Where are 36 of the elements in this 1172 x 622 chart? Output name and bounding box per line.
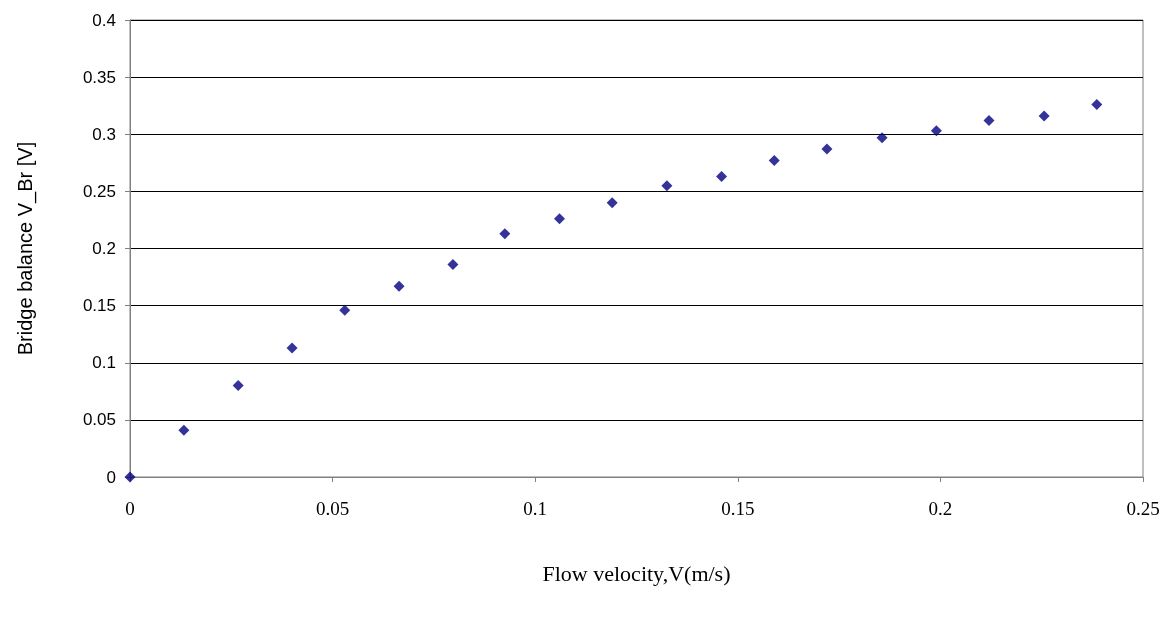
x-tick-label: 0.15 (721, 498, 755, 519)
point (499, 228, 511, 240)
point (393, 280, 405, 292)
point (606, 197, 618, 209)
x-tick-label: 0.05 (315, 498, 350, 519)
point (716, 171, 728, 183)
y-tick-label: 0.35 (82, 67, 116, 87)
x-axis-title: Flow velocity,V(m/s) (542, 560, 731, 586)
y-tick-label: 0.15 (82, 296, 116, 316)
y-tick-label: 0.4 (92, 10, 116, 30)
x-tick-label: 0.1 (523, 498, 548, 519)
y-tick-label: 0.05 (82, 410, 116, 430)
point (661, 180, 673, 192)
point (768, 155, 780, 167)
y-tick-label: 0 (106, 467, 116, 487)
y-tick-label: 0.1 (92, 353, 116, 373)
point (554, 213, 566, 225)
x-tick-label: 0.2 (928, 498, 953, 519)
point (930, 125, 942, 137)
point (876, 132, 888, 144)
y-axis-title: Bridge balance V_Br [V] (14, 141, 37, 356)
x-tick-label: 0 (125, 498, 135, 519)
y-tick-label: 0.25 (82, 181, 116, 201)
point (1038, 110, 1050, 122)
x-tick-label: 0.25 (1126, 498, 1160, 519)
point (983, 115, 995, 127)
point (286, 342, 298, 354)
point (178, 424, 190, 436)
y-tick-label: 0.2 (92, 239, 116, 258)
point (1091, 99, 1103, 111)
y-tick-label: 0.3 (92, 124, 116, 144)
point (124, 471, 136, 483)
point (339, 304, 351, 316)
point (821, 143, 833, 155)
point (447, 258, 459, 270)
point (232, 380, 244, 392)
